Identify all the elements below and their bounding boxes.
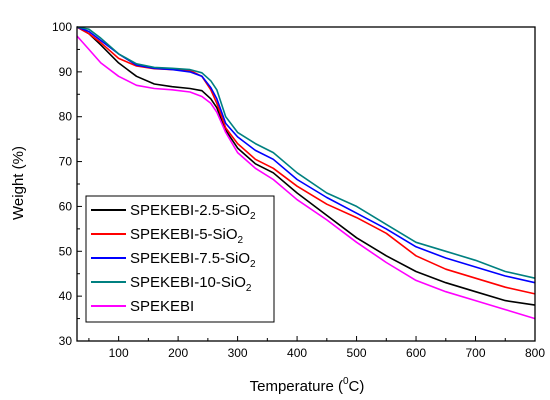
series-layer — [76, 26, 536, 320]
legend-label-3: SPEKEBI-7.5-SiO2 — [130, 250, 256, 270]
series-line-4 — [76, 26, 536, 279]
legend-label-2: SPEKEBI-5-SiO2 — [130, 226, 244, 246]
y-tick-label: 90 — [59, 65, 73, 79]
y-tick-label: 70 — [59, 155, 73, 169]
y-axis-title: Weight (%) — [10, 146, 27, 220]
x-tick-label: 600 — [406, 346, 426, 360]
x-tick-label: 500 — [347, 346, 367, 360]
x-axis-title: Temperature (0C) — [250, 376, 365, 395]
y-tick-label: 100 — [52, 20, 72, 34]
y-tick-label: 60 — [59, 199, 73, 213]
x-tick-label: 800 — [525, 346, 545, 360]
y-tick-label: 50 — [59, 244, 73, 258]
y-tick-label: 30 — [59, 334, 73, 348]
legend-label-1: SPEKEBI-2.5-SiO2 — [130, 202, 256, 222]
series-line-3 — [76, 26, 536, 284]
x-axis-title-sup: 0 — [343, 376, 349, 387]
x-tick-label: 700 — [466, 346, 486, 360]
y-tick-label: 40 — [59, 289, 73, 303]
x-tick-label: 300 — [228, 346, 248, 360]
x-tick-label: 200 — [168, 346, 188, 360]
legend: SPEKEBI-2.5-SiO2 SPEKEBI-5-SiO2 SPEKEBI-7.… — [85, 195, 275, 323]
axis-layer: 100 200 300 400 500 600 700 800 30 40 50 60 70 80 90 10… — [52, 20, 545, 360]
legend-label-5: SPEKEBI — [130, 298, 194, 315]
legend-label-4: SPEKEBI-10-SiO2 — [130, 274, 252, 294]
x-axis-title-tail: C) — [349, 378, 365, 395]
series-line-5 — [76, 35, 536, 320]
y-tick-label: 80 — [59, 110, 73, 124]
x-tick-label: 400 — [287, 346, 307, 360]
x-tick-label: 100 — [109, 346, 129, 360]
x-axis-title-main: Temperature ( — [250, 378, 343, 395]
series-line-1 — [76, 26, 536, 306]
series-line-2 — [76, 26, 536, 295]
